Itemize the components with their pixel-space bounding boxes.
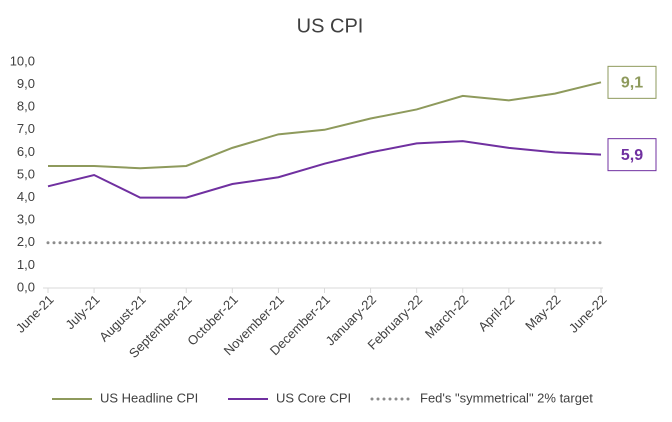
x-tick-label: July-21 [62, 292, 102, 332]
y-tick-label: 0,0 [17, 279, 35, 294]
y-tick-label: 8,0 [17, 99, 35, 114]
y-tick-label: 6,0 [17, 144, 35, 159]
y-tick-label: 5,0 [17, 166, 35, 181]
value-label: 5,9 [621, 147, 643, 164]
y-tick-label: 3,0 [17, 212, 35, 227]
y-tick-label: 7,0 [17, 121, 35, 136]
chart-title: US CPI [297, 15, 364, 37]
y-tick-label: 4,0 [17, 189, 35, 204]
legend-label: Fed's "symmetrical" 2% target [420, 390, 593, 405]
y-tick-label: 2,0 [17, 234, 35, 249]
series-line [47, 140, 602, 199]
value-label-box [607, 138, 657, 172]
series-line [48, 81, 602, 170]
legend-label: US Core CPI [276, 390, 351, 405]
y-tick-label: 1,0 [17, 257, 35, 272]
value-label-box [607, 65, 657, 99]
legend-label: US Headline CPI [100, 390, 198, 405]
x-tick-label: April-22 [475, 292, 517, 334]
x-tick-label: March-22 [422, 292, 471, 341]
x-tick-label: June-21 [13, 292, 57, 336]
value-label: 9,1 [621, 75, 643, 92]
x-tick-label: May-22 [522, 292, 563, 333]
x-tick-label: June-22 [566, 292, 610, 336]
y-tick-label: 9,0 [17, 76, 35, 91]
y-tick-label: 10,0 [10, 53, 35, 68]
